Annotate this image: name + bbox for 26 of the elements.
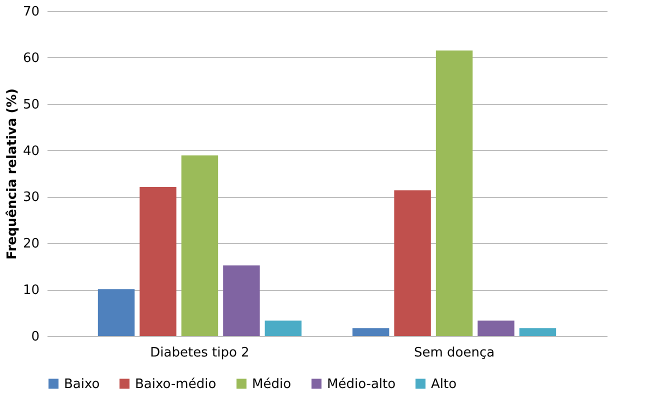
y-tick-label: 70 (22, 4, 40, 20)
y-tick-label: 30 (22, 190, 40, 206)
legend-label: Baixo (64, 376, 100, 392)
bar (181, 155, 218, 336)
legend-label: Alto (431, 376, 457, 392)
bar (478, 320, 514, 336)
bar (352, 328, 390, 336)
legend-label: Médio-alto (327, 376, 396, 392)
y-tick-label: 0 (31, 330, 40, 344)
bar (223, 265, 260, 336)
x-tick-label: Sem doença (414, 346, 495, 360)
bar (140, 186, 176, 336)
y-tick-label: 50 (22, 97, 40, 112)
y-tick-label: 10 (22, 283, 40, 298)
y-axis-title: Frequência relativa (%) (4, 88, 20, 260)
legend-label: Baixo-médio (135, 376, 216, 392)
bar (264, 320, 302, 336)
x-tick-label: Diabetes tipo 2 (150, 346, 250, 360)
y-tick-label: 60 (22, 50, 40, 66)
bar (519, 328, 556, 336)
y-tick-label: 40 (22, 144, 40, 159)
bar (98, 289, 135, 336)
bar (436, 50, 473, 336)
legend-label: Médio (252, 376, 292, 392)
y-tick-label: 20 (22, 236, 40, 252)
bar (394, 190, 431, 336)
